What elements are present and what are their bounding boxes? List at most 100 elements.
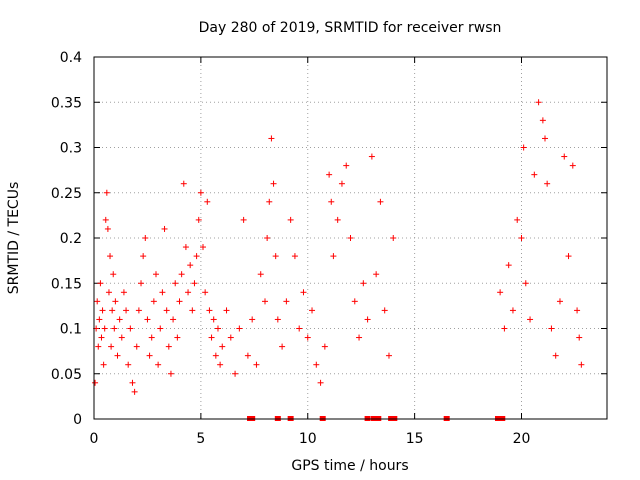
data-point xyxy=(202,289,209,296)
data-point xyxy=(189,307,196,314)
data-point xyxy=(110,271,117,278)
data-point xyxy=(185,289,192,296)
data-point xyxy=(172,280,179,287)
data-point xyxy=(109,307,116,314)
data-point xyxy=(527,316,534,323)
data-point xyxy=(111,325,118,332)
data-point xyxy=(118,334,125,341)
data-point xyxy=(108,343,115,350)
data-point xyxy=(170,316,177,323)
data-point xyxy=(191,280,198,287)
data-point xyxy=(150,298,157,305)
data-point xyxy=(279,343,286,350)
data-point xyxy=(178,271,185,278)
data-point xyxy=(569,162,576,169)
data-point xyxy=(330,253,337,260)
data-point xyxy=(520,144,527,151)
data-point xyxy=(142,235,149,241)
data-point xyxy=(208,334,215,341)
data-point xyxy=(497,289,504,296)
data-point xyxy=(377,198,384,205)
data-point xyxy=(148,334,155,341)
data-point xyxy=(501,325,508,332)
data-point xyxy=(127,325,134,332)
data-point xyxy=(244,352,251,359)
y-tick-label: 0.4 xyxy=(60,50,82,66)
plot-frame xyxy=(93,56,608,420)
data-point xyxy=(92,379,99,386)
data-point xyxy=(227,334,234,341)
data-point xyxy=(576,334,583,341)
data-point xyxy=(101,325,108,332)
data-point xyxy=(182,244,189,251)
data-point xyxy=(574,307,581,314)
data-point xyxy=(548,325,555,332)
data-point xyxy=(131,388,138,395)
data-point xyxy=(98,334,105,341)
data-point xyxy=(187,262,194,269)
data-point xyxy=(206,307,213,314)
data-point xyxy=(125,361,132,368)
x-tick-label: 20 xyxy=(513,431,531,447)
data-point xyxy=(152,271,159,278)
data-point xyxy=(518,235,525,241)
y-axis-title: SRMTID / TECUs xyxy=(6,182,22,295)
chart-title: Day 280 of 2019, SRMTID for receiver rws… xyxy=(199,20,502,36)
data-point xyxy=(163,307,170,314)
data-point xyxy=(304,334,311,341)
data-point xyxy=(214,325,221,332)
y-tick-label: 0.2 xyxy=(60,231,82,247)
y-tick-label: 0.35 xyxy=(51,95,82,111)
y-tick-label: 0.3 xyxy=(60,141,82,157)
data-point xyxy=(95,343,102,350)
y-tick-label: 0.15 xyxy=(51,276,82,292)
data-point xyxy=(287,216,294,223)
data-point xyxy=(385,352,392,359)
data-point xyxy=(309,307,316,314)
data-point xyxy=(505,262,512,269)
data-point xyxy=(102,216,109,223)
data-point xyxy=(262,298,268,305)
data-point xyxy=(328,198,335,205)
x-axis-title: GPS time / hours xyxy=(291,458,408,474)
data-point xyxy=(381,307,388,314)
data-point xyxy=(176,298,183,305)
data-point xyxy=(105,289,112,296)
data-point xyxy=(155,361,162,368)
data-point xyxy=(112,298,119,305)
data-point xyxy=(313,361,320,368)
x-tick-label: 5 xyxy=(196,431,205,447)
data-point xyxy=(195,216,202,223)
data-point xyxy=(360,280,367,287)
data-point xyxy=(274,316,281,323)
data-point xyxy=(135,307,142,314)
data-point xyxy=(193,253,200,260)
data-point xyxy=(123,307,130,314)
data-point xyxy=(200,244,207,251)
data-point xyxy=(103,189,110,196)
x-tick-label: 15 xyxy=(406,431,424,447)
data-point xyxy=(249,316,256,323)
data-point xyxy=(96,316,103,323)
data-point xyxy=(296,325,303,332)
data-point xyxy=(561,153,568,160)
data-point xyxy=(174,334,181,341)
data-point xyxy=(120,289,127,296)
data-point xyxy=(116,316,123,323)
data-point xyxy=(321,343,328,350)
data-point xyxy=(236,325,243,332)
data-point xyxy=(180,180,187,187)
data-point xyxy=(104,225,111,232)
data-point xyxy=(144,316,151,323)
data-point xyxy=(253,361,260,368)
data-point xyxy=(364,316,371,323)
data-point xyxy=(266,198,273,205)
data-point xyxy=(272,253,279,260)
data-point xyxy=(146,352,153,359)
data-point xyxy=(157,325,164,332)
data-point xyxy=(217,361,224,368)
data-point xyxy=(343,162,350,169)
data-point xyxy=(97,280,104,287)
data-point xyxy=(107,253,114,260)
